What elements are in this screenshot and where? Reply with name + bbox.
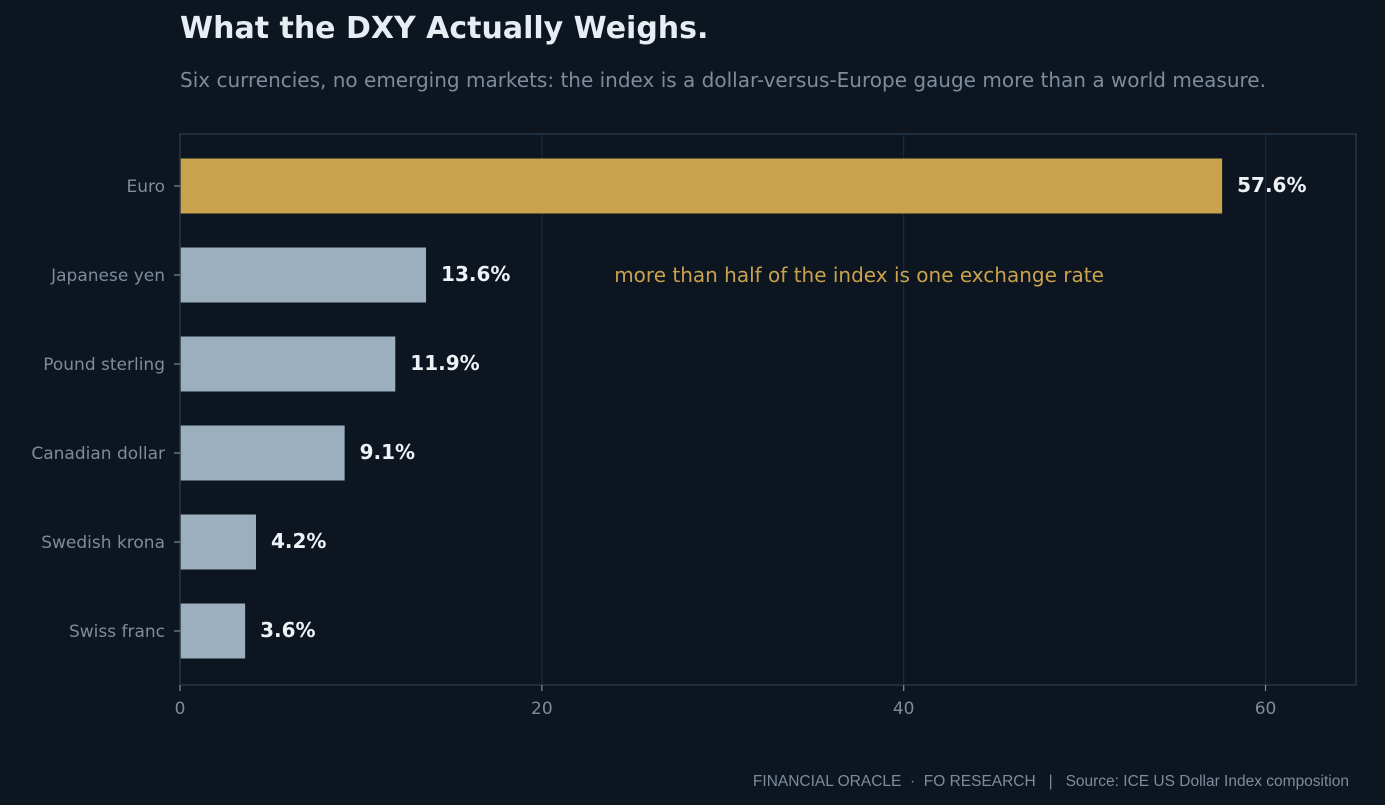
labels: Euro 57.6% Japanese yen 13.6% Pound sterling… <box>31 173 1306 642</box>
x-tick-label: 20 <box>531 699 553 719</box>
bars <box>180 158 1223 659</box>
x-tick-label: 40 <box>893 699 915 719</box>
bar-canadian-dollar <box>180 425 345 481</box>
value-label: 4.2% <box>271 529 326 553</box>
category-label: Euro <box>126 177 165 197</box>
value-label: 57.6% <box>1237 173 1306 197</box>
value-label: 11.9% <box>410 351 479 375</box>
category-label: Japanese yen <box>50 266 165 286</box>
bar-pound-sterling <box>180 336 396 392</box>
bar-euro <box>180 158 1223 214</box>
x-tick-label: 60 <box>1255 699 1277 719</box>
category-label: Swiss franc <box>69 622 165 642</box>
category-label: Canadian dollar <box>31 444 165 464</box>
category-label: Pound sterling <box>43 355 165 375</box>
bar-swedish-krona <box>180 514 256 570</box>
axis-ticks: 0 20 40 60 <box>174 185 1277 719</box>
bar-japanese-yen <box>180 247 427 303</box>
chart-subtitle: Six currencies, no emerging markets: the… <box>180 68 1266 92</box>
value-label: 3.6% <box>260 618 315 642</box>
bar-swiss-franc <box>180 603 246 659</box>
value-label: 9.1% <box>360 440 415 464</box>
footer-source: FINANCIAL ORACLE · FO RESEARCH | Source:… <box>753 773 1349 790</box>
chart-title: What the DXY Actually Weighs. <box>180 11 708 46</box>
value-label: 13.6% <box>441 262 510 286</box>
annotation-text: more than half of the index is one excha… <box>614 263 1104 287</box>
grid-lines <box>541 134 1267 685</box>
category-label: Swedish krona <box>41 533 165 553</box>
x-tick-label: 0 <box>175 699 186 719</box>
plot-frame <box>179 133 1357 686</box>
